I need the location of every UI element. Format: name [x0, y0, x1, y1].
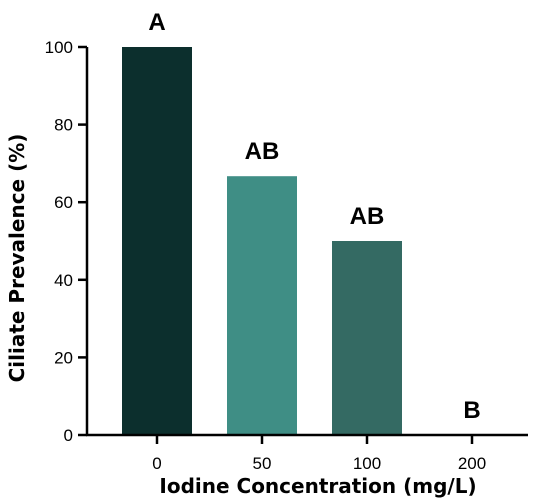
bars-group: [122, 47, 402, 436]
y-ticks-group: 0 20 40 60 80 100: [45, 38, 87, 445]
significance-label-100: AB: [350, 203, 385, 230]
bar-100: [332, 241, 402, 435]
x-tick-label-100: 100: [353, 454, 381, 473]
bar-0: [122, 47, 192, 435]
y-tick-label-80: 80: [54, 116, 73, 135]
x-axis-title: Iodine Concentration (mg/L): [159, 474, 476, 498]
y-axis-title: Ciliate Prevalence (%): [5, 134, 29, 383]
significance-label-50: AB: [245, 138, 280, 165]
bar-50: [227, 176, 297, 436]
significance-label-200: B: [463, 397, 480, 424]
x-tick-label-200: 200: [458, 454, 486, 473]
y-tick-label-0: 0: [64, 426, 73, 445]
x-tick-label-0: 0: [152, 454, 161, 473]
y-tick-label-60: 60: [54, 193, 73, 212]
y-tick-label-40: 40: [54, 271, 73, 290]
y-tick-label-20: 20: [54, 348, 73, 367]
significance-label-0: A: [148, 9, 165, 36]
significance-labels-group: A AB AB B: [148, 9, 480, 424]
x-tick-label-50: 50: [253, 454, 272, 473]
y-tick-label-100: 100: [45, 38, 73, 57]
x-ticks-group: 0 50 100 200: [152, 435, 486, 473]
